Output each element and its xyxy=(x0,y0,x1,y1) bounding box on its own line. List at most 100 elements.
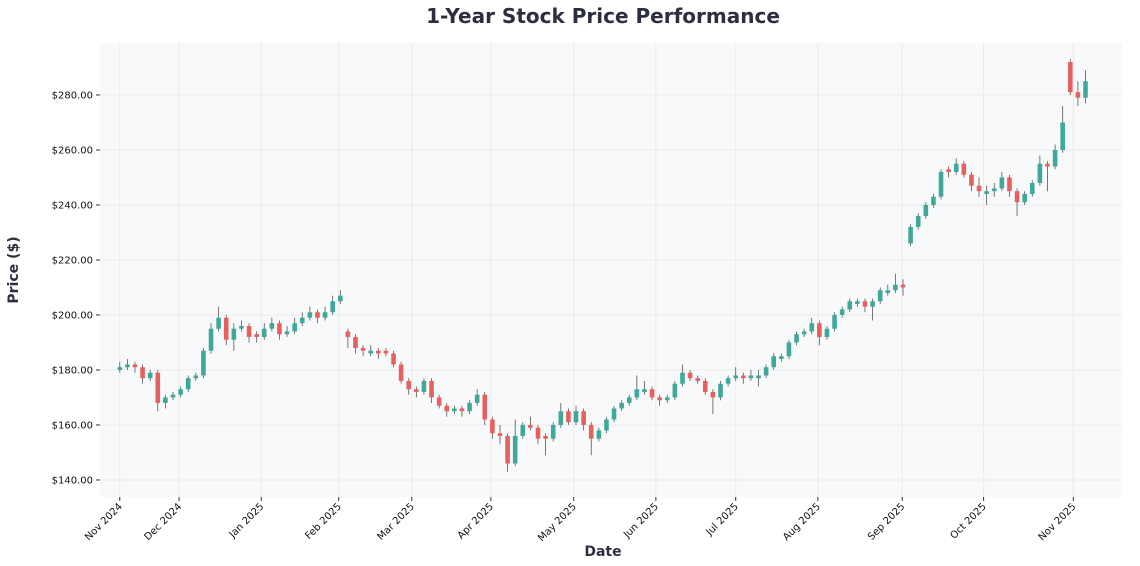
candle-body xyxy=(1060,122,1065,150)
candle-down xyxy=(398,361,404,384)
candle-up xyxy=(748,369,754,381)
candle-body xyxy=(1007,177,1012,192)
candle-up xyxy=(216,306,221,332)
candle-body xyxy=(725,378,731,384)
candle-body xyxy=(649,389,655,398)
candle-up xyxy=(725,375,731,387)
candle-body xyxy=(604,419,609,431)
candle-up xyxy=(1052,144,1058,170)
candle-down xyxy=(588,422,594,456)
candle-up xyxy=(733,367,739,381)
x-tick-label: Jan 2025 xyxy=(227,501,267,541)
candle-body xyxy=(809,323,815,332)
candle-body xyxy=(786,342,792,357)
candle-up xyxy=(664,394,670,403)
candle-body xyxy=(566,411,571,423)
x-axis: Nov 2024 Dec 2024 Jan 2025 Feb 2025 Mar 2025… xyxy=(83,497,1078,544)
candle-body xyxy=(733,375,739,379)
x-tick-label: Aug 2025 xyxy=(781,501,823,543)
candle-down xyxy=(345,328,351,348)
candle-down xyxy=(1075,81,1081,106)
candle-body xyxy=(999,177,1005,189)
candle-up xyxy=(201,347,206,379)
candle-up xyxy=(893,273,898,293)
candle-body xyxy=(140,367,145,379)
candle-body xyxy=(596,430,602,439)
candle-down xyxy=(254,331,259,343)
y-tick-label: $140.00 xyxy=(52,475,93,486)
candle-body xyxy=(938,171,944,197)
x-axis-label: Date xyxy=(584,544,621,560)
candle-body xyxy=(1037,163,1043,183)
candle-body xyxy=(642,389,647,392)
candle-body xyxy=(406,380,412,390)
candle-body xyxy=(588,424,594,439)
candle-body xyxy=(269,323,275,329)
candle-up xyxy=(231,323,237,351)
candle-up xyxy=(520,422,526,439)
candle-up xyxy=(117,361,123,373)
candle-up xyxy=(634,375,640,401)
candle-body xyxy=(490,419,495,434)
candle-body xyxy=(900,284,906,288)
candle-body xyxy=(961,163,967,175)
candle-body xyxy=(421,380,427,392)
x-tick-label: May 2025 xyxy=(536,501,579,544)
candle-body xyxy=(223,317,229,340)
candle-body xyxy=(771,356,777,368)
candle-body xyxy=(695,378,700,381)
candle-down xyxy=(223,314,229,346)
candle-body xyxy=(520,424,526,436)
candle-body xyxy=(862,301,868,307)
candle-up xyxy=(801,328,807,337)
candles xyxy=(117,59,1088,472)
candle-body xyxy=(330,301,335,313)
candle-body xyxy=(467,402,472,412)
candle-body xyxy=(505,435,510,464)
x-tick-label: Apr 2025 xyxy=(456,501,496,541)
candle-body xyxy=(307,312,313,318)
candle-up xyxy=(786,339,792,359)
candle-up xyxy=(931,193,936,208)
candle-up xyxy=(847,298,853,313)
candle-up xyxy=(839,306,845,318)
candle-body xyxy=(984,191,989,194)
candle-up xyxy=(185,375,191,392)
candle-up xyxy=(178,386,183,398)
candle-down xyxy=(436,394,442,409)
candle-up xyxy=(1060,105,1065,153)
candle-body xyxy=(832,314,837,329)
candle-body xyxy=(254,334,259,337)
candle-body xyxy=(261,328,267,337)
candle-body xyxy=(923,204,929,216)
candle-body xyxy=(718,383,723,398)
candle-up xyxy=(421,378,427,395)
candle-down xyxy=(741,372,746,384)
candle-body xyxy=(163,397,168,403)
candle-down xyxy=(528,416,533,431)
candle-up xyxy=(779,353,784,362)
candle-body xyxy=(383,350,389,354)
candle-body xyxy=(801,331,807,335)
x-tick-label: Feb 2025 xyxy=(303,501,344,542)
candle-up xyxy=(619,400,624,412)
candle-up xyxy=(239,320,244,332)
candle-body xyxy=(611,408,617,420)
candle-up xyxy=(999,171,1005,192)
candle-down xyxy=(490,416,495,439)
candle-down xyxy=(391,350,396,368)
candle-down xyxy=(482,391,488,425)
candle-up xyxy=(1083,70,1088,104)
y-tick-label: $220.00 xyxy=(52,255,93,266)
candle-body xyxy=(429,380,434,398)
candle-body xyxy=(763,367,769,376)
candle-up xyxy=(877,287,883,304)
y-tick-label: $280.00 xyxy=(52,90,93,101)
candle-body xyxy=(915,215,921,227)
candle-body xyxy=(535,427,541,439)
candle-body xyxy=(208,328,214,351)
candle-body xyxy=(391,353,396,365)
candle-body xyxy=(976,185,982,192)
candle-body xyxy=(581,411,586,425)
